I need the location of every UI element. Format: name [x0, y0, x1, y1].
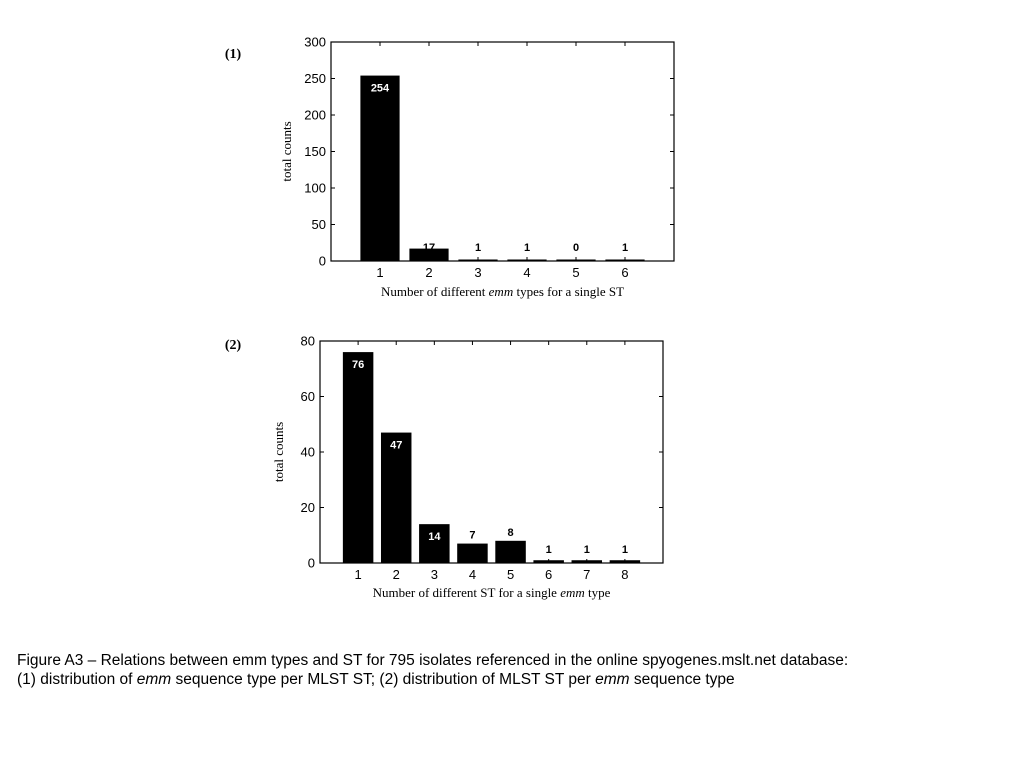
chart1-x-axis-label-part: Number of different — [381, 284, 489, 299]
chart2-data-label-5: 8 — [507, 527, 513, 539]
chart1-xtick-label: 2 — [425, 265, 432, 280]
chart1-ytick-label: 50 — [312, 217, 326, 232]
chart2-x-axis-label: Number of different ST for a single emm … — [373, 585, 611, 600]
chart2-ytick-label: 80 — [301, 334, 315, 349]
chart1-data-label-6: 1 — [622, 242, 628, 254]
caption-line-1: Figure A3 – Relations between emm types … — [17, 652, 849, 669]
chart2-bar-2 — [380, 432, 412, 563]
chart1-data-label-1: 254 — [371, 83, 390, 95]
chart2-xtick-label: 1 — [354, 567, 361, 582]
chart2-ytick-label: 0 — [308, 556, 315, 571]
figure-caption: Figure A3 – Relations between emm types … — [17, 651, 1007, 689]
chart2-xtick-label: 6 — [545, 567, 552, 582]
chart1-xtick-label: 6 — [621, 265, 628, 280]
chart2-xtick-label: 8 — [621, 567, 628, 582]
chart1-data-label-2: 17 — [423, 242, 435, 254]
caption-part-d: emm — [595, 671, 630, 688]
caption-part-e: sequence type — [629, 671, 735, 688]
chart2-ytick-label: 40 — [301, 445, 315, 460]
chart2-xtick-label: 4 — [469, 567, 476, 582]
chart1-xtick-label: 3 — [474, 265, 481, 280]
chart2-bar-3 — [419, 524, 450, 563]
chart2-data-label-6: 1 — [546, 544, 552, 556]
chart1-ytick-label: 200 — [304, 108, 326, 123]
chart1-x-axis-label-part: types for a single ST — [513, 284, 624, 299]
chart2-y-axis-label: total counts — [271, 422, 286, 482]
chart1-x-axis-label: Number of different emm types for a sing… — [381, 284, 624, 299]
chart2-data-label-8: 1 — [622, 544, 628, 556]
chart1-ytick-label: 0 — [319, 254, 326, 269]
chart1-xtick-label: 1 — [376, 265, 383, 280]
caption-line-2: (1) distribution of emm sequence type pe… — [17, 670, 1007, 689]
chart2-x-axis-label-part: Number of different ST for a single — [373, 585, 561, 600]
chart1-x-axis-label-part: emm — [489, 284, 514, 299]
caption-part-a: (1) distribution of — [17, 671, 137, 688]
chart2-xtick-label: 3 — [431, 567, 438, 582]
chart1-data-label-3: 1 — [475, 242, 481, 254]
chart1-bar-2 — [409, 248, 449, 261]
caption-part-b: emm — [136, 671, 172, 688]
chart1-panel-label: (1) — [225, 47, 242, 62]
chart2-bar-5 — [495, 540, 526, 563]
chart1-data-label-4: 1 — [524, 242, 530, 254]
chart2-ytick-label: 60 — [301, 389, 315, 404]
chart1-xtick-label: 4 — [523, 265, 530, 280]
chart2-data-label-2: 47 — [390, 440, 402, 452]
chart2-xtick-label: 7 — [583, 567, 590, 582]
chart2-data-label-4: 7 — [469, 530, 475, 542]
chart1-bar-1 — [360, 75, 400, 261]
chart2-panel-label: (2) — [225, 338, 242, 353]
chart2-data-label-7: 1 — [584, 544, 590, 556]
chart2-x-axis-label-part: type — [585, 585, 611, 600]
chart1-ytick-label: 150 — [304, 144, 326, 159]
chart2-xtick-label: 2 — [393, 567, 400, 582]
chart1-ytick-label: 300 — [304, 35, 326, 50]
caption-part-c: sequence type per MLST ST; (2) distribut… — [171, 671, 596, 688]
chart2-data-label-1: 76 — [352, 359, 364, 371]
chart2-bar-4 — [457, 543, 488, 563]
chart1-ytick-label: 250 — [304, 71, 326, 86]
chart1-data-label-5: 0 — [573, 242, 579, 254]
chart1-ytick-label: 100 — [304, 181, 326, 196]
chart2-ytick-label: 20 — [301, 500, 315, 515]
chart2-data-label-3: 14 — [428, 531, 441, 543]
chart2-bar-1 — [342, 352, 374, 563]
chart1-xtick-label: 5 — [572, 265, 579, 280]
chart2-xtick-label: 5 — [507, 567, 514, 582]
chart1-y-axis-label: total counts — [279, 121, 294, 181]
chart2-x-axis-label-part: emm — [560, 585, 585, 600]
